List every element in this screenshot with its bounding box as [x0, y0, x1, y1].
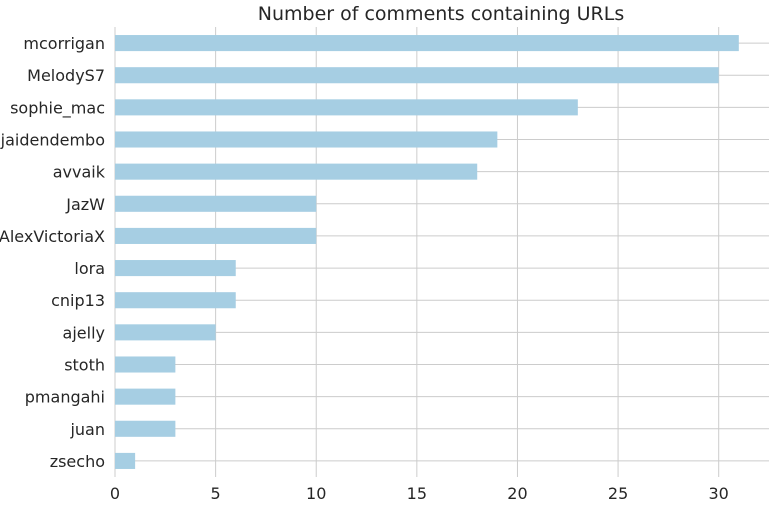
bar-MelodyS7: [115, 67, 719, 84]
bar-ajelly: [115, 324, 216, 341]
bar-avvaik: [115, 163, 478, 180]
x-tick-label-10: 10: [306, 484, 326, 503]
bar-AlexVictoriaX: [115, 227, 317, 244]
bar-zsecho: [115, 452, 136, 469]
x-tick-label-0: 0: [110, 484, 120, 503]
x-axis-tick-labels: 0 5 10 15 20 25 30: [110, 484, 729, 503]
bar-lora: [115, 260, 236, 277]
category-label-lora: lora: [74, 259, 105, 278]
x-tick-label-25: 25: [608, 484, 628, 503]
x-tick-label-15: 15: [407, 484, 427, 503]
grid-lines: [114, 27, 769, 477]
bar-pmangahi: [115, 388, 176, 405]
category-label-cnip13: cnip13: [51, 291, 105, 310]
bars: [115, 35, 739, 469]
bar-cnip13: [115, 292, 236, 309]
bar-juan: [115, 420, 176, 437]
chart-title: Number of comments containing URLs: [258, 3, 624, 25]
category-label-sophie_mac: sophie_mac: [10, 98, 105, 118]
category-label-MelodyS7: MelodyS7: [27, 66, 105, 85]
bar-jaidendembo: [115, 131, 498, 148]
category-label-zsecho: zsecho: [50, 452, 105, 471]
category-label-jaidendembo: jaidendembo: [0, 131, 105, 150]
category-label-avvaik: avvaik: [53, 163, 106, 182]
bar-mcorrigan: [115, 35, 739, 52]
bar-stoth: [115, 356, 176, 373]
bar-sophie_mac: [115, 99, 578, 116]
bar-JazW: [115, 195, 317, 212]
category-label-AlexVictoriaX: AlexVictoriaX: [0, 227, 105, 246]
category-label-ajelly: ajelly: [63, 323, 105, 342]
category-label-mcorrigan: mcorrigan: [23, 34, 105, 53]
category-label-pmangahi: pmangahi: [25, 388, 105, 407]
category-label-juan: juan: [69, 420, 105, 439]
category-label-JazW: JazW: [65, 195, 105, 214]
category-labels: mcorrigan MelodyS7 sophie_mac jaidendembo av…: [0, 34, 106, 471]
x-tick-label-30: 30: [709, 484, 729, 503]
x-tick-label-20: 20: [507, 484, 527, 503]
x-tick-label-5: 5: [211, 484, 221, 503]
category-label-stoth: stoth: [64, 356, 105, 375]
